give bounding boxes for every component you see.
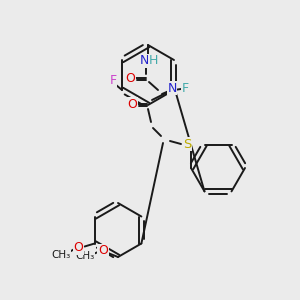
- Text: O: O: [98, 244, 108, 257]
- Text: F: F: [182, 82, 188, 94]
- Text: N: N: [139, 55, 149, 68]
- Text: H: H: [148, 55, 158, 68]
- Text: F: F: [110, 74, 117, 88]
- Text: O: O: [125, 71, 135, 85]
- Text: O: O: [74, 241, 84, 254]
- Text: O: O: [127, 98, 137, 110]
- Text: CH₃: CH₃: [75, 251, 94, 261]
- Text: N: N: [167, 82, 177, 94]
- Text: S: S: [183, 137, 191, 151]
- Text: CH₃: CH₃: [51, 250, 70, 260]
